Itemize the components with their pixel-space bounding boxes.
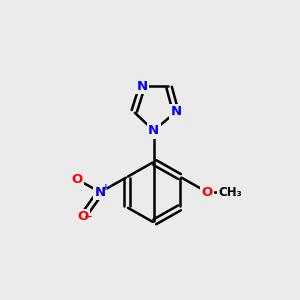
Text: N: N bbox=[136, 80, 148, 93]
Text: O: O bbox=[77, 210, 88, 223]
Text: O: O bbox=[71, 173, 83, 186]
Text: O: O bbox=[202, 186, 213, 199]
Text: N: N bbox=[95, 186, 106, 199]
Text: −: − bbox=[84, 212, 93, 222]
Text: N: N bbox=[148, 124, 159, 137]
Text: CH₃: CH₃ bbox=[219, 186, 242, 199]
Text: N: N bbox=[170, 106, 182, 118]
Text: +: + bbox=[102, 183, 110, 192]
